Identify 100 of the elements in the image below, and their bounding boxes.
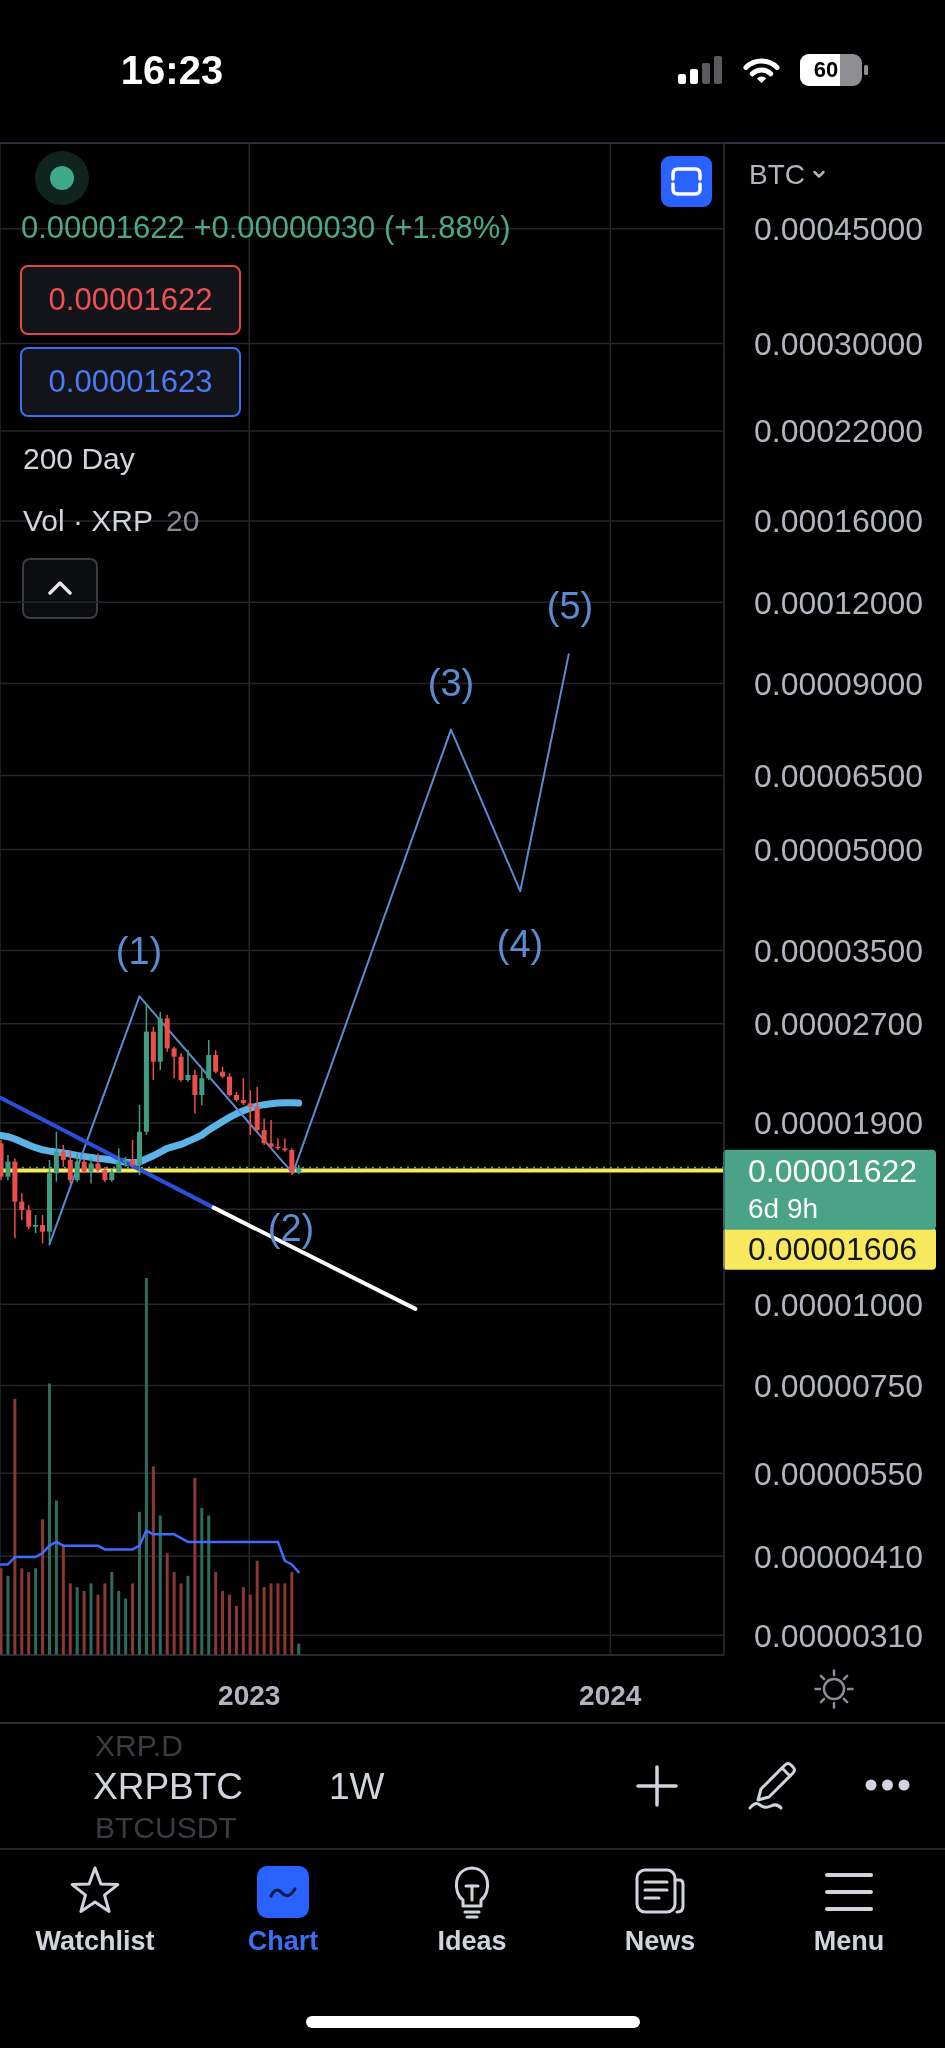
price-tag: 0.00001622 6d 9h (723, 1149, 936, 1230)
candlestick (247, 1089, 253, 1136)
text: Ideas (437, 1926, 507, 1958)
ref-line-label: 0.00001622 (748, 1152, 918, 1189)
bar (54, 1500, 58, 1655)
bar (158, 1515, 162, 1655)
annotation: 200 Day (23, 441, 135, 477)
bar (103, 1583, 107, 1655)
bar (61, 1545, 65, 1655)
candlestick (199, 1067, 205, 1106)
candlestick (130, 1139, 136, 1168)
text: Watchlist (35, 1926, 155, 1958)
bar (47, 1383, 51, 1655)
candlestick (60, 1144, 66, 1168)
annotation: (4) (496, 923, 544, 967)
y-tick-label: 0.00012000 (754, 584, 924, 621)
candlestick (33, 1214, 39, 1234)
bar (241, 1587, 245, 1655)
candlestick (53, 1130, 59, 1183)
bar (20, 1568, 24, 1655)
price-tag: 0.00001606 (723, 1227, 936, 1270)
text: Chart (247, 1926, 319, 1958)
bar (221, 1590, 225, 1655)
text: 60 (813, 57, 839, 83)
bar (172, 1572, 176, 1655)
y-tick-label: 0.00002700 (754, 1006, 924, 1043)
bar (214, 1572, 218, 1655)
candlestick (5, 1154, 11, 1181)
bar (200, 1507, 204, 1655)
bar (131, 1583, 135, 1655)
text: Menu (813, 1926, 885, 1958)
bar (0, 1568, 3, 1655)
text: BTCUSDT (95, 1810, 237, 1846)
candlestick (88, 1155, 94, 1185)
y-tick-label: 0.00001900 (754, 1105, 924, 1142)
x-tick-label: 2024 (579, 1679, 642, 1711)
bar (6, 1575, 10, 1655)
candlestick (74, 1152, 80, 1183)
annotation: 0.00001623 (48, 364, 213, 400)
text: XRPBTC (93, 1765, 244, 1809)
bar (269, 1583, 273, 1655)
ref-line-label: 0.00001606 (748, 1230, 918, 1267)
bar (283, 1583, 287, 1655)
bar (290, 1572, 294, 1655)
price-box: 0.00001622 (20, 265, 241, 335)
y-tick-label: 0.00009000 (754, 665, 924, 702)
y-tick-label: 0.00000750 (754, 1367, 924, 1404)
candlestick (261, 1117, 267, 1146)
candlestick (282, 1137, 288, 1153)
candlestick (26, 1204, 32, 1231)
bar (179, 1583, 183, 1655)
bar (255, 1560, 259, 1655)
candlestick (192, 1069, 198, 1115)
bar (34, 1568, 38, 1655)
y-tick-label: 0.00005000 (754, 831, 924, 868)
annotation: (2) (267, 1207, 315, 1251)
bar (234, 1605, 238, 1655)
annotation: 0.00001622 +0.00000030 (+1.88%) (21, 210, 511, 246)
y-tick-label: 0.00045000 (754, 211, 924, 248)
candlestick (185, 1049, 191, 1083)
candlestick (206, 1039, 212, 1081)
y-tick-label: 0.00000550 (754, 1455, 924, 1492)
candlestick (268, 1119, 274, 1150)
candlestick (213, 1049, 219, 1075)
candlestick (254, 1085, 260, 1133)
bar (13, 1398, 17, 1655)
bar (110, 1572, 114, 1655)
bar (27, 1572, 31, 1655)
candlestick (289, 1147, 295, 1176)
y-tick-label: 0.00016000 (754, 503, 924, 540)
candlestick (40, 1214, 46, 1245)
annotation: (1) (115, 930, 163, 974)
x-tick-label: 2023 (218, 1679, 281, 1711)
bar (193, 1477, 197, 1655)
bar (207, 1515, 211, 1655)
annotation: 20 (166, 503, 200, 539)
bar (138, 1511, 141, 1655)
candlestick (95, 1152, 101, 1175)
text: 1W (329, 1765, 385, 1809)
y-tick-label: 0.00003500 (754, 932, 924, 969)
bar (96, 1594, 100, 1655)
bar (276, 1583, 280, 1655)
bar (117, 1590, 121, 1655)
bar (186, 1575, 190, 1655)
candlestick (178, 1052, 184, 1083)
bar (68, 1583, 72, 1655)
annotation: (3) (427, 662, 475, 706)
annotation: 0.00001622 (48, 282, 213, 318)
annotation: Vol · XRP (23, 503, 154, 539)
y-tick-label: 0.00006500 (754, 757, 924, 794)
y-tick-label: 0.00000310 (754, 1617, 924, 1654)
text: News (624, 1926, 696, 1958)
bar (144, 1278, 148, 1655)
bar (228, 1594, 231, 1655)
bar (165, 1553, 169, 1655)
candlestick (227, 1072, 232, 1098)
annotation: (5) (546, 585, 594, 629)
price-box: 0.00001623 (20, 347, 241, 417)
y-tick-label: 0.00001000 (754, 1286, 924, 1323)
y-tick-label: 0.00030000 (754, 325, 924, 362)
